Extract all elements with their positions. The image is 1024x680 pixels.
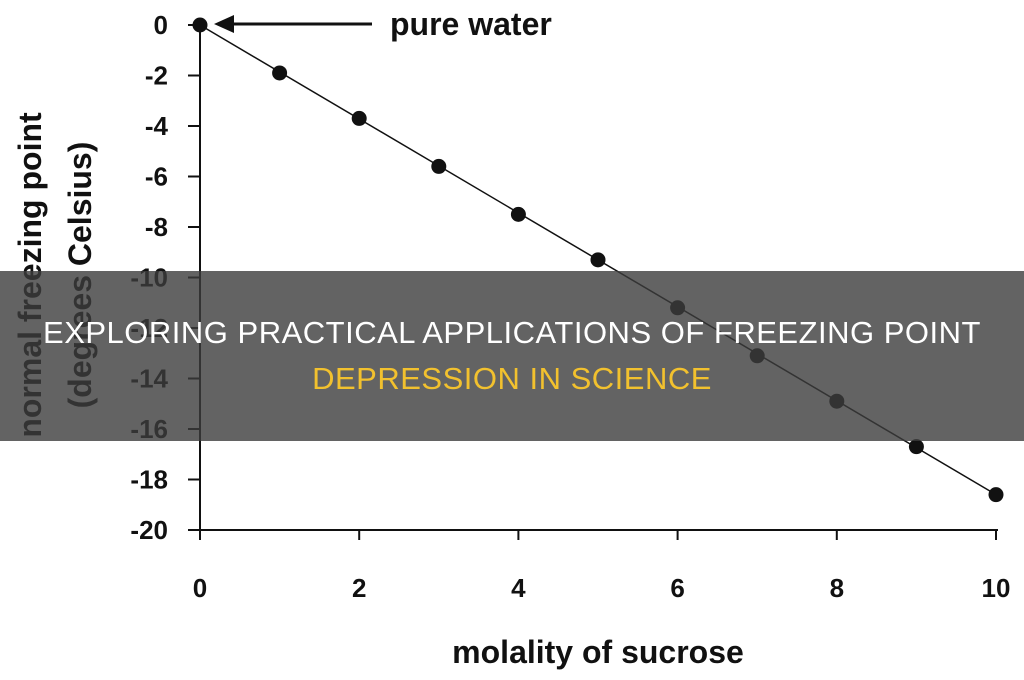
annotation-arrow-head	[214, 15, 234, 33]
y-tick-label: -6	[145, 162, 168, 192]
x-tick-label: 4	[511, 573, 526, 603]
annotation-label: pure water	[390, 6, 552, 42]
data-point	[272, 65, 288, 81]
title-banner: EXPLORING PRACTICAL APPLICATIONS OF FREE…	[0, 271, 1024, 441]
x-tick-label: 10	[982, 573, 1011, 603]
data-point	[988, 487, 1004, 503]
y-tick-label: -20	[130, 515, 168, 545]
data-point	[351, 110, 367, 126]
y-tick-label: -8	[145, 212, 168, 242]
y-tick-label: -2	[145, 61, 168, 91]
x-tick-label: 2	[352, 573, 366, 603]
y-tick-label: -4	[145, 111, 169, 141]
annotation: pure water	[214, 6, 552, 42]
y-tick-label: -18	[130, 465, 168, 495]
data-point	[431, 158, 447, 174]
data-point	[510, 206, 526, 222]
x-tick-label: 8	[830, 573, 844, 603]
x-tick-label: 6	[670, 573, 684, 603]
data-point	[590, 252, 606, 268]
data-point	[908, 439, 924, 455]
x-tick-label: 0	[193, 573, 207, 603]
y-tick-label: 0	[154, 10, 168, 40]
x-axis-title: molality of sucrose	[452, 634, 744, 670]
banner-title-line1: EXPLORING PRACTICAL APPLICATIONS OF FREE…	[43, 315, 981, 350]
banner-title-line2: DEPRESSION IN SCIENCE	[312, 361, 712, 396]
data-point	[192, 17, 208, 33]
